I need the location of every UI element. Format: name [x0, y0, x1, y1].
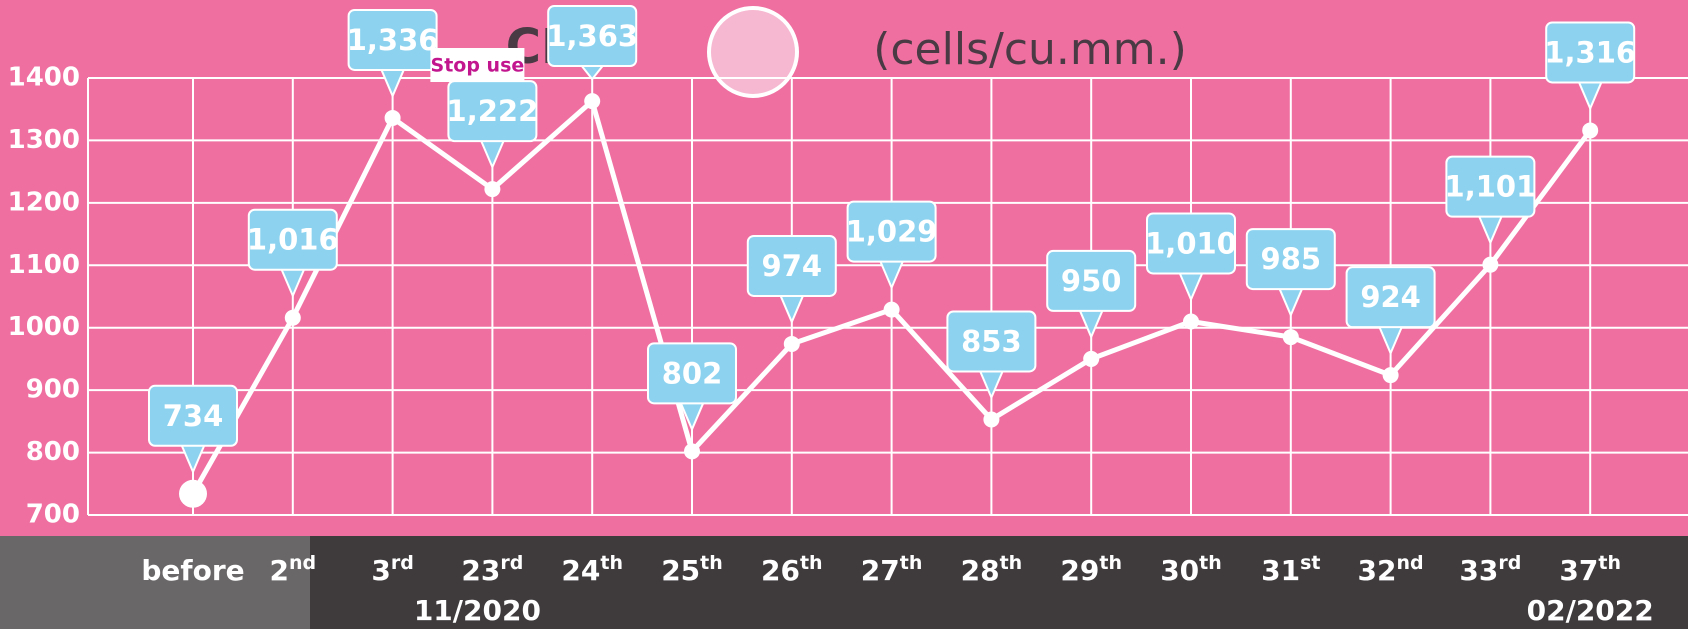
- point: [1582, 122, 1598, 138]
- point: [484, 181, 500, 197]
- point: [285, 310, 301, 326]
- point: [684, 443, 700, 459]
- point: [584, 93, 600, 109]
- point: [1383, 367, 1399, 383]
- point: [1283, 329, 1299, 345]
- point: [1083, 351, 1099, 367]
- chart-subtitle: (cells/cu.mm.): [873, 24, 1187, 75]
- chart: CD4 (cells/cu.mm.) 700800900100011001200…: [0, 0, 1688, 629]
- data-label: 950: [1061, 264, 1122, 298]
- data-label: 1,316: [1544, 35, 1636, 69]
- point: [1482, 257, 1498, 273]
- cell-icon: [709, 8, 797, 96]
- data-label: 985: [1261, 242, 1322, 276]
- point: [385, 110, 401, 126]
- data-label: 1,222: [447, 94, 539, 128]
- data-label: 1,016: [247, 223, 339, 257]
- y-tick-label: 1000: [8, 312, 80, 342]
- y-tick-label: 1400: [8, 63, 80, 93]
- data-label: 1,029: [846, 215, 938, 249]
- y-tick-label: 1300: [8, 125, 80, 155]
- y-tick-label: 800: [26, 437, 80, 467]
- point: [884, 302, 900, 318]
- period-start: 11/2020: [414, 594, 541, 627]
- data-label: 974: [762, 249, 823, 283]
- annotation: Stop use: [431, 55, 525, 77]
- y-tick-label: 1100: [8, 250, 80, 280]
- data-label: 1,010: [1145, 226, 1237, 260]
- data-label: 853: [961, 324, 1022, 358]
- period-end: 02/2022: [1527, 594, 1654, 627]
- point: [784, 336, 800, 352]
- x-tick-label: before: [141, 554, 244, 587]
- y-tick-label: 900: [26, 375, 80, 405]
- data-label: 1,336: [347, 23, 439, 57]
- point: [179, 480, 207, 508]
- data-label: 802: [662, 356, 723, 390]
- y-tick-label: 700: [26, 500, 80, 530]
- data-label: 924: [1360, 280, 1421, 314]
- data-label: 734: [163, 399, 224, 433]
- y-tick-label: 1200: [8, 187, 80, 217]
- data-label: 1,101: [1445, 170, 1537, 204]
- data-label: 1,363: [546, 19, 638, 53]
- point: [983, 411, 999, 427]
- point: [1183, 313, 1199, 329]
